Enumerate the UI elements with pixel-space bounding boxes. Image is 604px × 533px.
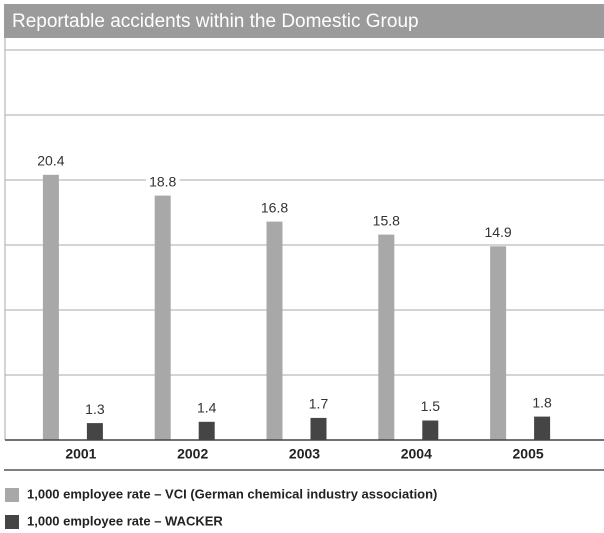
value-label: 15.8 bbox=[373, 212, 400, 228]
value-label-bg bbox=[82, 399, 108, 418]
value-label-bg bbox=[417, 397, 444, 416]
chart-title: Reportable accidents within the Domestic… bbox=[12, 11, 419, 32]
bar bbox=[42, 174, 59, 441]
value-label-bg bbox=[257, 198, 292, 217]
value-label-bg bbox=[193, 398, 220, 417]
bar bbox=[154, 195, 171, 440]
bar bbox=[310, 417, 327, 440]
legend-swatch bbox=[5, 488, 19, 502]
value-label: 1.3 bbox=[85, 401, 105, 417]
bar bbox=[266, 221, 283, 440]
x-tick-label: 2001 bbox=[65, 446, 96, 462]
value-label: 14.9 bbox=[484, 224, 511, 240]
bar bbox=[534, 416, 551, 440]
value-label-bg bbox=[529, 393, 556, 412]
value-label: 1.8 bbox=[532, 394, 552, 410]
value-label-bg bbox=[369, 211, 404, 230]
value-label: 1.4 bbox=[197, 400, 217, 416]
value-label-bg bbox=[34, 151, 68, 170]
value-label: 16.8 bbox=[261, 199, 288, 215]
bar bbox=[490, 246, 507, 440]
bar bbox=[378, 234, 395, 440]
legend-label: 1,000 employee rate – WACKER bbox=[27, 513, 223, 528]
value-label: 20.4 bbox=[37, 153, 64, 169]
value-label-bg bbox=[305, 394, 332, 413]
bar bbox=[86, 423, 103, 440]
legend-swatch bbox=[5, 515, 19, 529]
bar bbox=[198, 421, 215, 440]
legend-label: 1,000 employee rate – VCI (German chemic… bbox=[27, 486, 437, 501]
value-label: 18.8 bbox=[149, 173, 176, 189]
value-label: 1.5 bbox=[421, 398, 441, 414]
x-tick-label: 2004 bbox=[401, 446, 432, 462]
value-label-bg bbox=[146, 172, 180, 191]
value-label-bg bbox=[481, 223, 515, 242]
x-tick-label: 2005 bbox=[513, 446, 544, 462]
x-tick-label: 2002 bbox=[177, 446, 208, 462]
bar bbox=[422, 420, 439, 440]
title-bar bbox=[4, 4, 604, 38]
value-label: 1.7 bbox=[309, 396, 329, 412]
x-tick-label: 2003 bbox=[289, 446, 320, 462]
